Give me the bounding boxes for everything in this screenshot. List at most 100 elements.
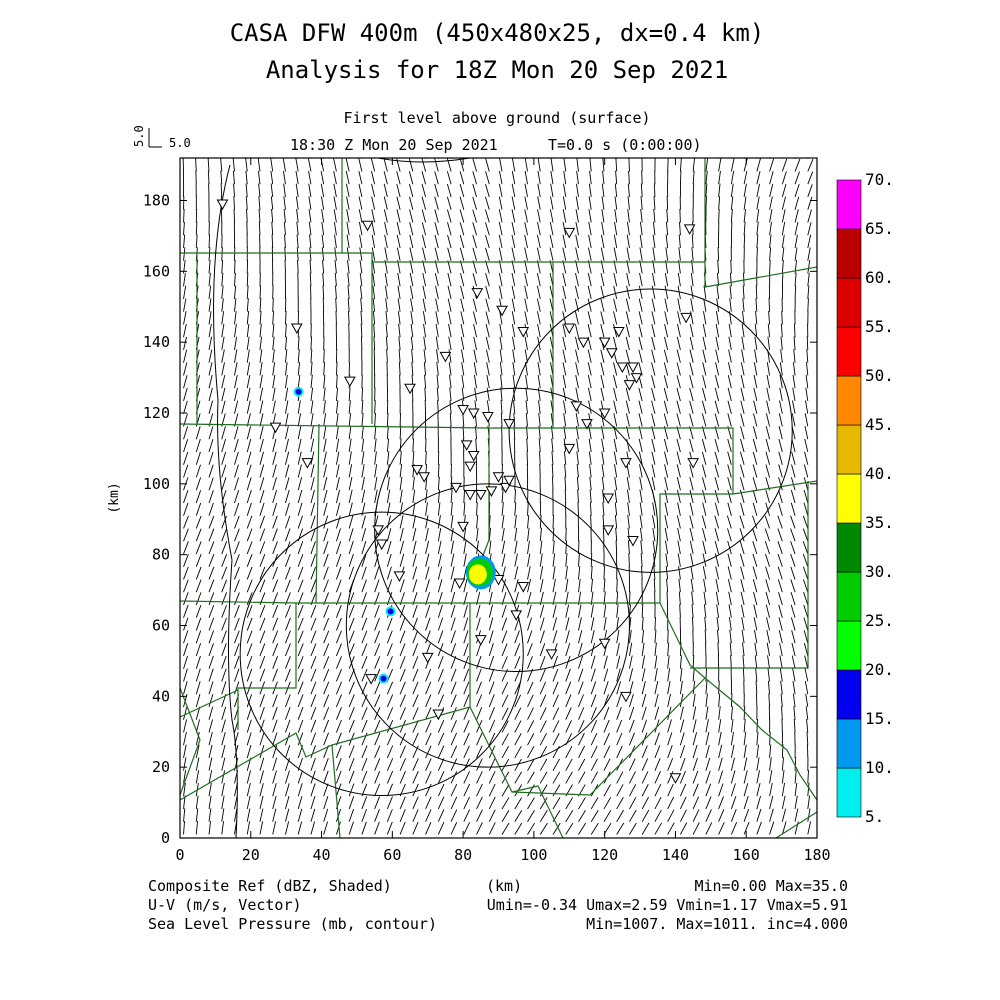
- wind-vector: [676, 336, 681, 351]
- wind-vector: [754, 655, 758, 669]
- wind-vector: [769, 196, 773, 210]
- wind-vector: [308, 196, 312, 210]
- radar-site-marker: [669, 773, 682, 784]
- wind-vector: [664, 515, 669, 529]
- wind-vector: [183, 362, 188, 376]
- wind-vector: [552, 784, 561, 797]
- wind-vector: [472, 196, 477, 210]
- wind-vector: [234, 426, 239, 440]
- wind-vector: [667, 758, 674, 771]
- radar-site-marker: [361, 220, 374, 232]
- wind-vector: [601, 451, 605, 465]
- wind-vector: [638, 324, 643, 338]
- wind-vector: [514, 694, 522, 708]
- wind-vector: [463, 822, 470, 835]
- wind-vector: [310, 413, 314, 427]
- wind-vector: [765, 591, 771, 606]
- wind-vector: [705, 196, 707, 210]
- wind-vector: [399, 796, 406, 810]
- wind-vector: [590, 668, 596, 682]
- wind-vector: [552, 668, 559, 682]
- radar-site-marker: [598, 408, 611, 420]
- wind-vector: [653, 196, 656, 210]
- wind-vector: [183, 375, 188, 389]
- wind-vector: [676, 362, 681, 376]
- colorbar-swatch: [836, 571, 862, 622]
- wind-vector: [208, 795, 212, 810]
- wind-vector: [740, 413, 745, 427]
- wind-vector: [270, 196, 274, 210]
- wind-vector: [730, 196, 734, 210]
- wind-vector: [473, 349, 478, 363]
- wind-vector: [793, 719, 796, 733]
- wind-vector: [590, 681, 597, 695]
- wind-vector: [680, 822, 688, 835]
- wind-vector: [739, 528, 745, 542]
- wind-vector: [600, 349, 605, 363]
- wind-vector: [463, 617, 469, 631]
- wind-vector: [755, 668, 758, 682]
- wind-vector: [234, 336, 238, 351]
- wind-vector: [310, 349, 313, 363]
- wind-vector: [690, 566, 694, 580]
- wind-vector: [790, 541, 796, 555]
- wind-vector: [310, 336, 313, 350]
- wind-vector: [730, 209, 733, 223]
- wind-vector: [234, 387, 238, 402]
- wind-vector: [729, 298, 732, 312]
- echo-core: [295, 388, 302, 395]
- wind-vector: [246, 336, 250, 351]
- wind-vector: [450, 502, 453, 516]
- wind-vector: [807, 196, 813, 210]
- wind-vector: [574, 324, 579, 338]
- wind-vector: [208, 426, 214, 440]
- wind-vector: [285, 770, 290, 784]
- wind-vector: [667, 796, 675, 810]
- wind-vector: [285, 694, 291, 708]
- wind-vector: [437, 489, 441, 504]
- wind-vector: [463, 630, 469, 644]
- wind-vector: [524, 170, 528, 185]
- wind-vector: [348, 643, 355, 657]
- wind-vector: [641, 796, 649, 810]
- wind-vector: [790, 489, 796, 504]
- wind-vector: [665, 540, 669, 555]
- wind-vector: [752, 426, 758, 440]
- wind-vector: [564, 476, 567, 491]
- wind-vector: [323, 553, 329, 567]
- wind-vector: [434, 273, 439, 287]
- wind-vector: [386, 770, 394, 784]
- wind-vector: [551, 438, 554, 453]
- wind-vector: [629, 796, 637, 810]
- wind-vector: [676, 413, 681, 427]
- wind-vector: [578, 797, 586, 810]
- wind-vector: [208, 706, 214, 720]
- wind-vector: [208, 515, 215, 529]
- wind-vector: [565, 771, 573, 784]
- wind-vector: [791, 451, 796, 465]
- wind-vector: [578, 732, 585, 746]
- wind-vector: [730, 158, 735, 172]
- wind-vector: [501, 809, 510, 822]
- wind-vector: [715, 336, 720, 351]
- wind-vector: [396, 247, 401, 261]
- wind-vector: [285, 528, 291, 542]
- wind-vector: [701, 438, 707, 453]
- wind-vector: [272, 502, 278, 516]
- wind-vector: [195, 643, 202, 657]
- wind-vector: [755, 285, 758, 299]
- wind-vector: [654, 629, 657, 644]
- radar-site-marker: [563, 323, 576, 335]
- wind-vector: [638, 349, 643, 363]
- wind-vector: [361, 489, 366, 504]
- wind-vector: [616, 604, 619, 618]
- wind-vector: [565, 642, 571, 657]
- wind-vector: [208, 630, 214, 644]
- radar-site-marker: [464, 461, 477, 473]
- wind-vector: [587, 298, 592, 312]
- wind-vector: [781, 183, 787, 198]
- wind-vector: [765, 502, 771, 516]
- wind-vector: [208, 592, 215, 606]
- wind-vector: [195, 630, 202, 644]
- wind-vector: [514, 656, 521, 669]
